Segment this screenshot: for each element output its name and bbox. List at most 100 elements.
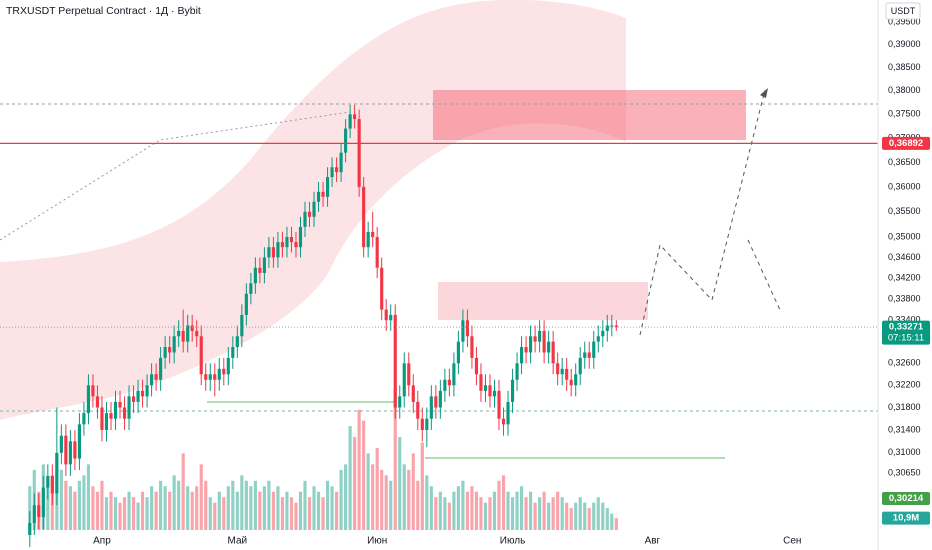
candle-body [303,211,307,227]
candle-body [344,128,348,153]
volume-bar [113,497,118,530]
candle-body [483,385,488,391]
candle-body [325,177,330,197]
volume-bar [461,480,465,530]
volume-bar [163,486,167,530]
candle-body [104,413,109,431]
volume-bar [303,480,307,530]
volume-bar [452,491,456,530]
volume-bar [587,508,591,530]
volume-bar [357,409,361,530]
candle-body [140,390,145,397]
volume-bar [217,491,221,530]
candle-body [46,475,50,488]
volume-bar [515,491,519,530]
candle-body [456,341,460,364]
volume-bar [104,497,109,530]
volume-bar [276,486,280,530]
y-tick-label: 0,31000 [888,447,921,457]
volume-bar [312,486,316,530]
volume-bar [560,497,564,530]
volume-bar [280,497,285,530]
volume-bar [172,475,176,530]
volume-bar [253,480,257,530]
candle-body [465,320,470,337]
x-tick-label: Сен [783,536,801,547]
volume-bar [86,464,91,530]
volume-bar [59,469,63,530]
candle-body [519,347,524,364]
volume-bar [289,497,294,530]
volume-label-box [882,511,930,525]
candle-body [506,401,510,425]
y-tick-label: 0,31400 [888,424,921,434]
candle-body [240,314,244,337]
volume-bar [271,491,275,530]
volume-bar [195,486,199,530]
candle-body [163,347,167,358]
volume-bar [222,497,226,530]
volume-bar [339,469,343,530]
volume-bar [411,453,415,530]
volume-bar [64,480,68,530]
volume-bar [610,513,614,530]
volume-bar [456,486,460,530]
y-tick-label: 0,39000 [888,39,921,49]
volume-bar [371,464,375,530]
candle-body [565,368,569,380]
volume-bar [335,491,339,530]
candle-body [204,374,208,380]
candle-body [524,347,528,353]
volume-bar [321,497,325,530]
candle-body [150,374,154,386]
chart-title: TRXUSDT Perpetual Contract · 1Д · Bybit [6,5,201,17]
volume-bar [190,491,194,530]
volume-bar [77,480,81,530]
volume-bar [605,508,609,530]
candle-body [109,413,113,419]
volume-bar [28,486,32,530]
volume-bar [127,491,131,530]
volume-bar [344,464,348,530]
volume-bar [492,491,497,530]
candle-body [429,396,433,419]
volume-bar [168,491,172,530]
y-tick-label: 0,30650 [888,467,921,477]
plot [0,104,878,548]
candle-body [533,336,537,342]
candle-body [474,357,479,375]
candle-body [497,390,501,419]
volume-bar [551,497,555,530]
candle-body [416,401,420,419]
candle-body [59,435,63,453]
x-tick-label: Май [228,536,248,547]
volume-bar [416,480,420,530]
y-tick-label: 0,34200 [888,272,921,282]
candle-body [159,357,163,380]
candle-body [91,385,95,397]
candle-body [321,191,325,197]
candle-body [316,191,321,202]
projection-path [747,239,781,311]
y-tick-label: 0,38500 [888,62,921,72]
y-tick-label: 0,36500 [888,157,921,167]
volume-bar [497,480,501,530]
candle-body [177,330,181,337]
zone [438,282,648,320]
candle-body [258,267,262,273]
volume-bar [601,502,605,530]
countdown-label: 07:15:11 [888,333,924,344]
volume-bar [438,491,442,530]
candle-body [366,231,370,248]
volume-bar [425,475,429,530]
candle-body [470,336,474,358]
candle-body [289,237,294,243]
candle-body [50,475,54,494]
candle-body [41,487,45,518]
volume-bar [583,502,587,530]
volume-bar [538,497,542,530]
volume-bar [362,420,366,530]
candle-body [82,413,86,425]
candle-body [610,325,614,327]
